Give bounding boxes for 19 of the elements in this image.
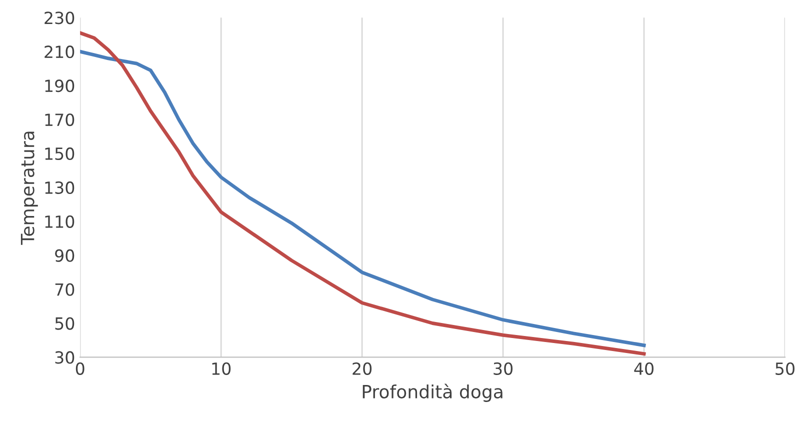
y-tick-label: 190 bbox=[45, 80, 74, 92]
y-tick-label: 210 bbox=[44, 46, 74, 58]
x-tick-label: 20 bbox=[352, 362, 372, 375]
y-tick-label: 110 bbox=[45, 215, 74, 228]
y-tick-label: 230 bbox=[44, 12, 74, 24]
x-axis-title: Profondità doga bbox=[362, 384, 502, 402]
y-tick-label: 30 bbox=[55, 351, 74, 364]
y-tick-label: 50 bbox=[55, 317, 74, 330]
y-tick-label: 70 bbox=[55, 283, 74, 296]
y-tick-label: 170 bbox=[45, 113, 74, 126]
y-tick-label: 90 bbox=[55, 249, 74, 262]
x-tick-label: 30 bbox=[494, 362, 513, 375]
y-axis-title: Temperatura bbox=[20, 132, 38, 245]
y-tick-label: 150 bbox=[45, 147, 74, 160]
x-tick-label: 0 bbox=[76, 362, 84, 375]
x-tick-label: 40 bbox=[634, 362, 654, 375]
y-tick-label: 130 bbox=[45, 181, 74, 194]
x-tick-label: 50 bbox=[776, 362, 794, 375]
x-tick-label: 10 bbox=[212, 362, 231, 375]
